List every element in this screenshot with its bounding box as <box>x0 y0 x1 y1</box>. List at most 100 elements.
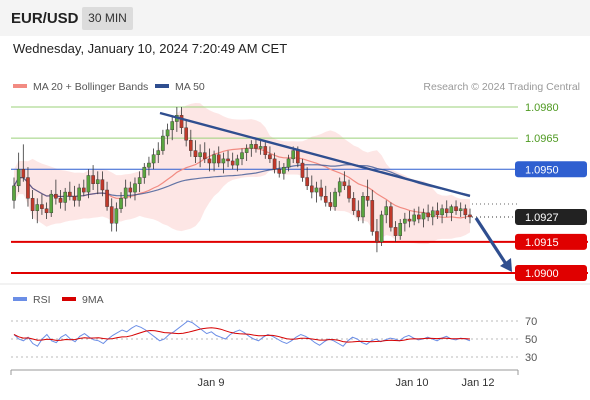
rsi-legend-label: RSI <box>33 294 51 306</box>
candle <box>384 200 389 224</box>
candle-body <box>389 206 393 228</box>
candle <box>230 152 235 170</box>
trend-overlay-layer <box>159 111 512 272</box>
candle-body <box>314 187 319 193</box>
candle-body <box>417 214 421 220</box>
candle <box>403 212 407 232</box>
candle-body <box>305 177 309 187</box>
candle-body <box>282 166 286 174</box>
candle-body <box>26 177 30 199</box>
candle-body <box>86 175 91 193</box>
candle-body <box>133 183 137 193</box>
candle-body <box>212 154 216 164</box>
candle <box>198 144 202 168</box>
candle <box>347 179 351 203</box>
timeframe-button[interactable]: 30 MIN <box>82 7 133 30</box>
ma20-legend-label: MA 20 + Bollinger Bands <box>33 81 148 93</box>
x-tick-label: Jan 12 <box>461 377 494 389</box>
candle-body <box>440 208 444 216</box>
candle <box>100 171 105 197</box>
candle <box>49 190 54 217</box>
candle <box>179 107 184 134</box>
price-level-label: 1.0900 <box>525 268 559 280</box>
candle <box>398 219 403 240</box>
candle <box>417 206 421 224</box>
price-level-box <box>515 161 587 178</box>
candle <box>356 200 361 222</box>
candle-body <box>444 208 449 214</box>
candle-body <box>137 177 142 184</box>
candle <box>375 219 379 253</box>
candle-body <box>40 204 44 209</box>
candle <box>114 202 119 232</box>
candle-body <box>240 152 244 160</box>
candle-body <box>193 150 198 157</box>
price-level-label: 1.0915 <box>525 237 559 249</box>
candle <box>319 179 323 201</box>
candle <box>58 190 63 209</box>
candle-body <box>216 154 221 164</box>
x-tick-label: Jan 9 <box>198 377 225 389</box>
candle <box>440 204 444 224</box>
candle <box>109 198 114 232</box>
candle <box>435 202 440 220</box>
candle-body <box>379 214 384 243</box>
candle <box>207 148 212 172</box>
candle-body <box>123 187 128 199</box>
candle-body <box>198 152 202 157</box>
candle <box>119 192 123 213</box>
candle <box>63 187 67 211</box>
candle-body <box>114 208 119 224</box>
candle-body <box>44 208 49 214</box>
price-level-box <box>515 208 587 225</box>
candle-body <box>235 158 240 166</box>
candle <box>54 179 58 205</box>
rsi-pane: 70 50 30 <box>11 316 537 364</box>
candle <box>216 146 221 168</box>
projection-arrow-line <box>474 217 508 265</box>
candle-body <box>35 204 40 211</box>
ma20-legend-swatch <box>13 84 27 88</box>
candle <box>142 163 147 184</box>
candle <box>337 177 342 197</box>
candle-body <box>254 144 258 149</box>
candle-body <box>342 181 347 187</box>
candle-body <box>347 185 351 199</box>
candle <box>254 138 258 153</box>
candle <box>12 177 16 209</box>
candle <box>412 208 416 226</box>
candle-body <box>189 139 193 151</box>
candle-body <box>356 210 361 218</box>
candle <box>449 204 454 222</box>
candle <box>444 200 449 217</box>
candle <box>40 194 44 215</box>
price-level-label: 1.0980 <box>525 102 559 114</box>
candle-body <box>365 196 370 201</box>
candle <box>365 179 370 207</box>
candle-body <box>105 189 109 207</box>
candle <box>91 165 95 190</box>
candle-body <box>165 129 170 137</box>
candle-body <box>309 185 314 193</box>
candle <box>379 210 384 247</box>
candle-body <box>412 214 416 222</box>
candle <box>244 144 249 161</box>
candle-body <box>384 206 389 216</box>
candle-body <box>16 169 21 187</box>
candle <box>30 190 35 220</box>
candle <box>268 146 272 164</box>
candle-body <box>258 146 263 149</box>
candle <box>463 204 468 220</box>
candle <box>286 154 291 172</box>
currency-pair: EUR/USD <box>11 10 79 27</box>
candle-body <box>291 150 295 160</box>
ma50-line <box>13 163 471 198</box>
candle <box>333 187 337 211</box>
candle-body <box>393 227 398 236</box>
candle-body <box>184 127 188 141</box>
candle <box>221 152 226 174</box>
candle <box>128 181 133 199</box>
candle-body <box>323 196 328 203</box>
candle-body <box>351 198 356 211</box>
candle-body <box>128 187 133 193</box>
